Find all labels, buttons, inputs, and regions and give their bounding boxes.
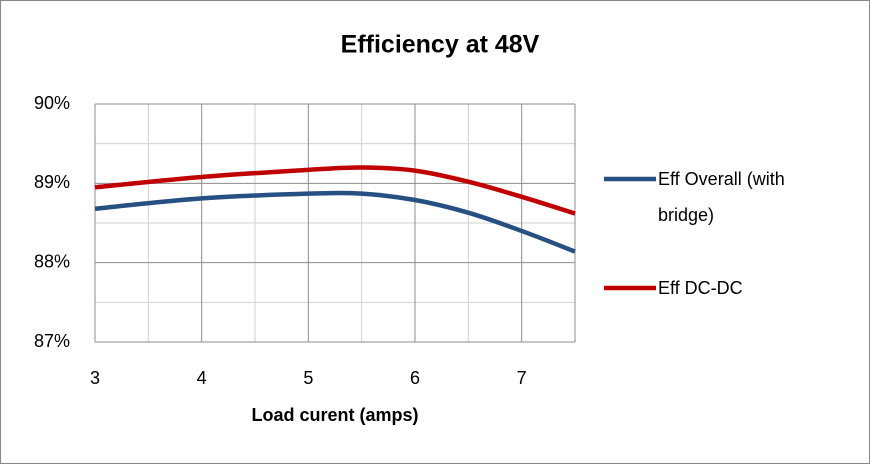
x-tick-label: 5: [303, 368, 313, 388]
x-axis-label: Load curent (amps): [251, 405, 418, 425]
legend-label: Eff DC-DC: [658, 278, 743, 298]
x-tick-label: 4: [197, 368, 207, 388]
y-tick-label: 90%: [34, 93, 70, 113]
x-tick-label: 7: [517, 368, 527, 388]
y-tick-label: 89%: [34, 172, 70, 192]
line-series: [94, 190, 576, 254]
line-series: [94, 165, 576, 216]
y-tick-label: 88%: [34, 251, 70, 271]
chart-title: Efficiency at 48V: [341, 31, 540, 59]
x-tick-label: 3: [90, 368, 100, 388]
x-tick-label: 6: [410, 368, 420, 388]
y-tick-label: 87%: [34, 331, 70, 351]
legend-label: Eff Overall (with bridge): [658, 169, 785, 225]
